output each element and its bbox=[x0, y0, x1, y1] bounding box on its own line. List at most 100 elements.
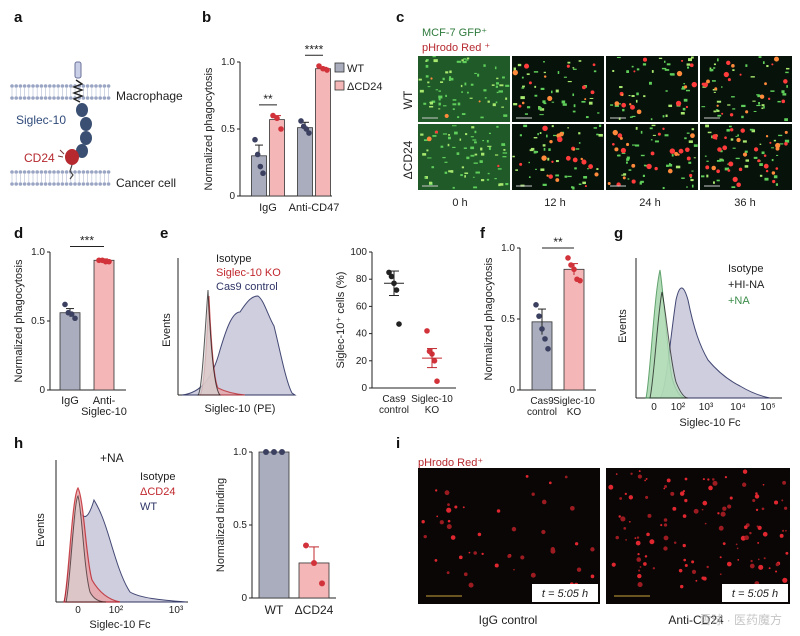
gfp-cell bbox=[505, 84, 510, 87]
phrodo-cell bbox=[682, 543, 686, 548]
phrodo-cell bbox=[704, 522, 707, 525]
phrodo-cell bbox=[458, 555, 463, 560]
lipid-head bbox=[48, 96, 52, 100]
gfp-cell bbox=[691, 128, 695, 131]
phrodo-cell bbox=[530, 572, 536, 578]
lipid-head bbox=[69, 84, 73, 88]
legend-gfp: MCF-7 GFP⁺ bbox=[422, 27, 487, 39]
gfp-cell bbox=[536, 150, 539, 153]
lipid-head bbox=[73, 170, 77, 174]
phrodo-cell bbox=[737, 558, 740, 561]
gfp-cell bbox=[759, 174, 763, 177]
gfp-cell bbox=[766, 65, 769, 68]
gfp-cell bbox=[589, 97, 594, 99]
lipid-head bbox=[56, 84, 60, 88]
panel-g-histogram: Isotype +HI-NA +NA Events 0 10² 10³ 10⁴ … bbox=[617, 258, 782, 429]
gfp-cell bbox=[686, 132, 690, 134]
gfp-cell bbox=[635, 99, 638, 103]
phrodo-cell bbox=[549, 139, 553, 144]
gfp-cell bbox=[661, 67, 667, 70]
phrodo-cell bbox=[454, 505, 458, 509]
y-tick-label: 0.5 bbox=[31, 316, 45, 327]
gfp-cell bbox=[690, 56, 694, 59]
timestamp-box bbox=[722, 584, 788, 602]
phrodo-cell bbox=[775, 562, 780, 567]
phrodo-cell bbox=[729, 496, 733, 500]
phrodo-cell bbox=[691, 560, 695, 564]
hist-e-ylabel: Events bbox=[161, 313, 173, 347]
gfp-cell bbox=[537, 107, 542, 110]
gfp-cell bbox=[459, 138, 462, 141]
phrodo-cell bbox=[463, 572, 468, 577]
gfp-cell bbox=[716, 159, 721, 162]
gfp-cell bbox=[741, 115, 744, 119]
lipid-head bbox=[35, 170, 39, 174]
gfp-cell bbox=[744, 165, 749, 168]
gfp-cell bbox=[690, 179, 694, 182]
lipid-head bbox=[52, 182, 56, 186]
gfp-cell bbox=[429, 101, 434, 105]
gfp-cell bbox=[649, 81, 652, 85]
gfp-cell bbox=[778, 134, 783, 137]
gfp-cell bbox=[423, 139, 428, 142]
gfp-cell bbox=[502, 152, 508, 154]
gfp-cell bbox=[759, 143, 762, 145]
data-point bbox=[278, 126, 284, 132]
gfp-cell bbox=[567, 175, 572, 178]
gfp-cell bbox=[640, 130, 643, 134]
phrodo-cell bbox=[744, 525, 748, 529]
gfp-cell bbox=[487, 100, 490, 103]
gfp-cell bbox=[519, 134, 522, 137]
gfp-cell bbox=[452, 146, 456, 149]
gfp-cell bbox=[687, 66, 690, 69]
caption-anti-cd24: Anti-CD24 bbox=[668, 613, 724, 627]
lipid-head bbox=[77, 182, 81, 186]
gfp-cell bbox=[495, 101, 498, 104]
panel-label-f: f bbox=[480, 225, 486, 242]
phrodo-cell bbox=[572, 157, 578, 163]
gfp-cell bbox=[533, 136, 538, 139]
gfp-cell bbox=[475, 171, 480, 174]
gfp-cell bbox=[543, 147, 546, 151]
gfp-cell bbox=[650, 139, 653, 141]
lipid-head bbox=[73, 182, 77, 186]
x-category-label: Siglec-10 KO bbox=[411, 394, 453, 416]
phrodo-cell bbox=[620, 516, 626, 522]
phrodo-cell bbox=[753, 147, 759, 152]
gfp-cell bbox=[445, 94, 447, 98]
glycan-marks bbox=[57, 149, 65, 158]
phrodo-cell bbox=[723, 71, 729, 78]
gfp-cell bbox=[649, 127, 653, 130]
lipid-head bbox=[85, 182, 90, 186]
phrodo-cell bbox=[749, 531, 752, 535]
phrodo-cell bbox=[645, 495, 649, 499]
phrodo-cell bbox=[683, 85, 688, 89]
phrodo-cell bbox=[543, 75, 547, 78]
gfp-cell bbox=[477, 73, 480, 77]
siglec10-domain bbox=[76, 103, 88, 117]
gfp-cell bbox=[712, 181, 715, 184]
gfp-cell bbox=[761, 107, 764, 110]
phrodo-cell bbox=[447, 503, 450, 507]
lipid-head bbox=[31, 182, 35, 186]
gfp-cell bbox=[598, 124, 602, 127]
gfp-cell bbox=[494, 66, 497, 70]
phrodo-cell bbox=[497, 164, 500, 168]
panel-i-microscopy: pHrodo Red⁺ t = 5:05 h t = 5:05 h IgG co… bbox=[418, 457, 790, 627]
receptor-tail bbox=[74, 61, 82, 79]
phrodo-cell bbox=[546, 174, 549, 177]
gfp-cell bbox=[713, 63, 716, 66]
phrodo-cell bbox=[481, 552, 484, 556]
phrodo-cell bbox=[755, 508, 759, 512]
legend-dcd24-h: ΔCD24 bbox=[140, 486, 175, 498]
gfp-cell bbox=[691, 184, 694, 188]
gfp-cell bbox=[688, 161, 692, 164]
phrodo-cell bbox=[736, 137, 741, 143]
gfp-cell bbox=[450, 170, 454, 173]
phrodo-cell bbox=[708, 485, 713, 491]
data-point bbox=[303, 126, 310, 132]
gfp-cell bbox=[713, 110, 717, 113]
hist-plus-na bbox=[658, 287, 771, 399]
phrodo-cell bbox=[757, 159, 761, 163]
panel-a-schematic: Macrophage Siglec-10 CD24 Cancer cell bbox=[10, 61, 183, 190]
